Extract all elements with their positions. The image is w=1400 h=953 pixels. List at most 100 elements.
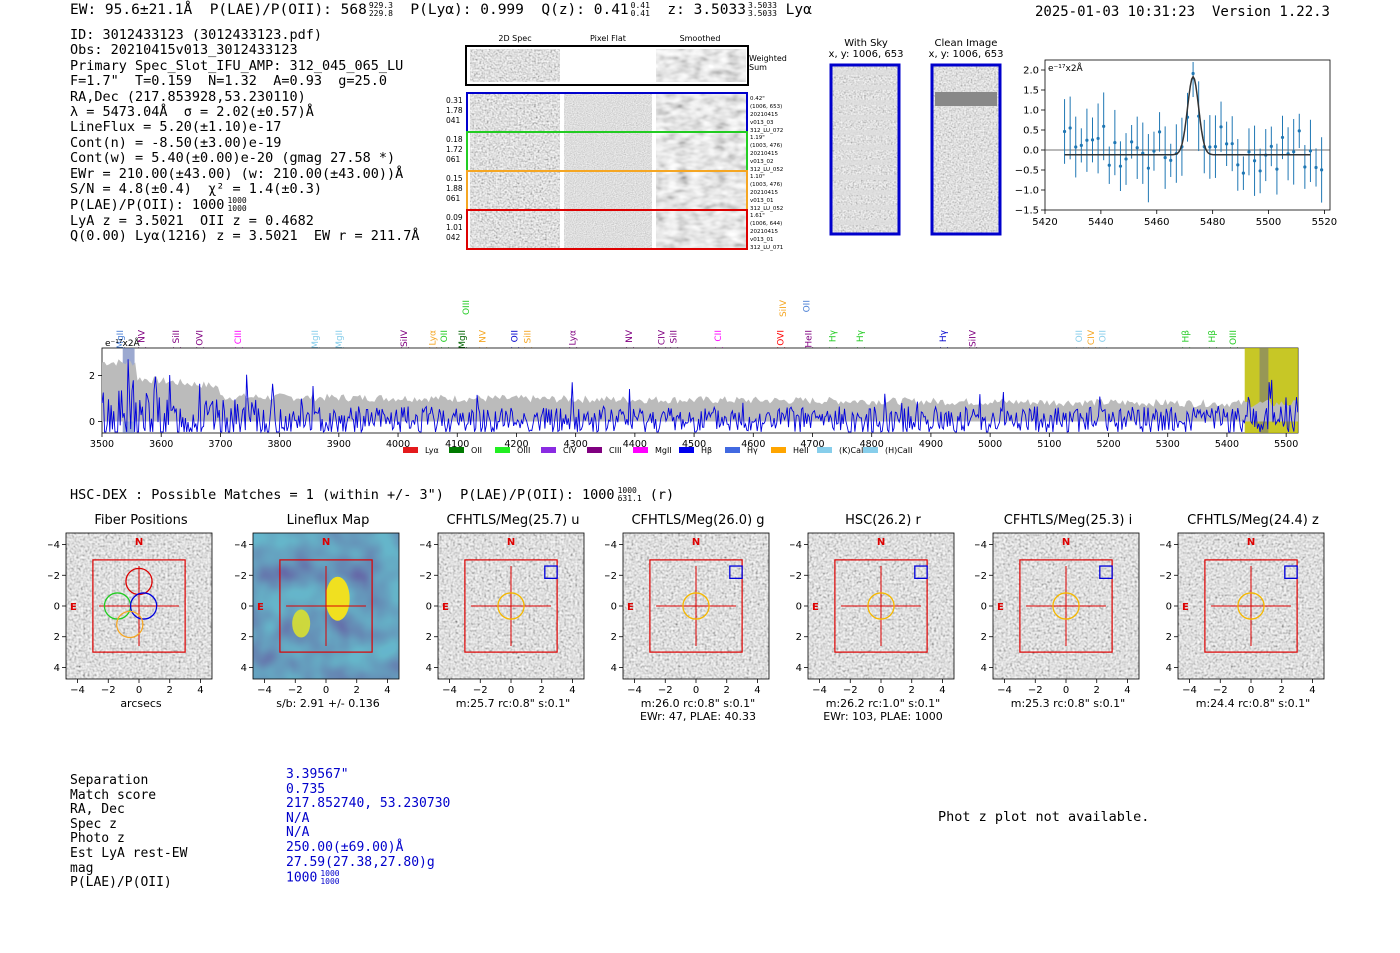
cutout-x-tick-label: 4	[197, 685, 203, 696]
cutout-caption-line: m:25.3 rc:0.8" s:0.1"	[1010, 697, 1126, 710]
fiber-right-label: v013_02	[750, 159, 774, 165]
zoom-point	[1118, 164, 1123, 168]
cutout-x-tick-label: 0	[508, 685, 514, 696]
info-plae-hi: 1000	[227, 196, 247, 206]
col-label-pixelflat: Pixel Flat	[590, 34, 626, 43]
zoom-point	[1208, 145, 1212, 149]
cutout-caption-line: arcsecs	[120, 697, 162, 710]
cutout-y-tick-label: −2	[235, 571, 247, 582]
sky-line	[831, 220, 899, 225]
cutout-caption: m:26.0 rc:0.8" s:0.1" EWr: 47, PLAE: 40.3…	[613, 697, 783, 723]
emission-line-label: MgII	[311, 330, 321, 349]
emission-line-label: OII	[511, 330, 521, 342]
fiber-left-label: 1.01	[446, 223, 463, 232]
zoom-point	[1258, 169, 1262, 173]
spectrum-x-tick-label: 3800	[268, 439, 292, 450]
cutout-y-tick-label: −4	[790, 540, 802, 551]
fiber-right-label: v013_01	[750, 237, 774, 243]
fiber-right-label: 1.10"	[750, 174, 765, 180]
cutout-x-tick-label: 0	[323, 685, 329, 696]
info-line: Obs: 20210415v013_3012433123	[70, 42, 298, 59]
fiber-smoothed	[656, 94, 746, 131]
fiber-left-label: 041	[446, 116, 461, 125]
cutout-image: N E −4 4 −2 2 0 0 2 −2 4 −4	[420, 532, 585, 696]
north-label: N	[322, 537, 330, 548]
fiber-2dspec	[470, 94, 560, 131]
east-label: E	[627, 602, 634, 613]
zoom-point	[1191, 71, 1195, 76]
east-label: E	[812, 602, 819, 613]
error-envelope	[102, 359, 1298, 422]
legend-label: Lyα	[425, 446, 439, 455]
info-line: λ = 5473.04Å σ = 2.02(±0.57)Å	[70, 104, 314, 121]
spectrum-x-tick-label: 4600	[741, 439, 765, 450]
photz-message: Phot z plot not available.	[938, 809, 1150, 825]
emission-line-label: MgII	[458, 330, 468, 349]
sky-line	[831, 115, 899, 120]
search-box	[464, 559, 558, 653]
col-label-2dspec: 2D Spec	[498, 34, 531, 43]
fiber-right-label: 312_LU_052	[750, 206, 783, 212]
north-label: N	[1247, 537, 1255, 548]
cutout-x-tick-label: 4	[569, 685, 575, 696]
spectrum-x-tick-label: 5500	[1274, 439, 1298, 450]
info-plae-lo: 1000	[227, 204, 247, 214]
zoom-point	[1090, 138, 1095, 142]
zoom-point	[1280, 135, 1285, 140]
cutout-y-tick-label: 0	[611, 602, 617, 613]
sky-line	[831, 70, 899, 75]
spectrum-x-tick-label: 5000	[978, 439, 1002, 450]
zoom-point	[1213, 145, 1218, 149]
sky-line	[831, 85, 899, 90]
cutout-x-tick-label: 4	[1124, 685, 1130, 696]
emission-line-label: Hγ	[856, 329, 866, 342]
col-label-smoothed: Smoothed	[680, 34, 721, 43]
zoom-x-tick-label: 5500	[1256, 217, 1281, 228]
search-box	[1019, 559, 1113, 653]
east-label: E	[442, 602, 449, 613]
fiber-smoothed	[656, 172, 746, 209]
zoom-y-tick-label: 1.0	[1023, 106, 1039, 117]
flux-peak	[292, 609, 311, 638]
cutout-y-tick-label: 2	[611, 632, 617, 643]
fiber-smoothed	[656, 211, 746, 248]
emission-line-label: SiII	[172, 330, 182, 344]
emission-line-label: OVI	[777, 330, 787, 346]
cutout-y-tick-label: 4	[1166, 663, 1172, 674]
aperture-circle	[867, 592, 895, 620]
zoom-point	[1157, 130, 1162, 134]
search-box	[834, 559, 928, 653]
zoom-point	[1236, 163, 1240, 167]
east-label: E	[1182, 602, 1189, 613]
search-box	[279, 559, 373, 653]
cutout-x-tick-label: −4	[257, 685, 272, 696]
legend-swatch	[633, 447, 648, 453]
cutout-y-tick-label: −2	[975, 571, 987, 582]
cutout-y-tick-label: −4	[605, 540, 617, 551]
sky-line	[831, 190, 899, 195]
cutout-image: N E −4 4 −2 2 0 0 2 −2 4 −4	[605, 532, 770, 696]
emission-line-label: NV	[138, 329, 148, 343]
zoom-x-tick-label: 5440	[1088, 217, 1113, 228]
catalog-match-box	[729, 565, 743, 579]
cutout-x-tick-label: 2	[909, 685, 915, 696]
spectrum-x-tick-label: 3900	[327, 439, 351, 450]
zoom-point	[1252, 159, 1257, 163]
zoom-point	[1130, 140, 1134, 144]
info-lya-line: LyA z = 3.5021 OII z = 0.4682	[70, 212, 314, 229]
cutout-x-tick-label: 0	[878, 685, 884, 696]
zoom-point	[1303, 165, 1307, 169]
fiber-right-label: 20210415	[750, 229, 778, 235]
zoom-point	[1141, 151, 1145, 155]
fiber-pixelflat	[564, 172, 652, 209]
aperture-circle	[682, 592, 710, 620]
zoom-x-tick-label: 5520	[1312, 217, 1337, 228]
info-line: RA,Dec (217.853928,53.230110)	[70, 88, 306, 105]
info-line: F=1.7" T=0.159 N=1.32 A=0.93 g=25.0	[70, 73, 387, 90]
cutout-y-tick-label: −2	[605, 571, 617, 582]
spectrum-x-tick-label: 5400	[1215, 439, 1239, 450]
legend-swatch	[449, 447, 464, 453]
cutout-y-tick-label: 4	[426, 663, 432, 674]
cutout-image: N E −4 4 −2 2 0 0 2 −2 4 −4	[790, 532, 955, 696]
